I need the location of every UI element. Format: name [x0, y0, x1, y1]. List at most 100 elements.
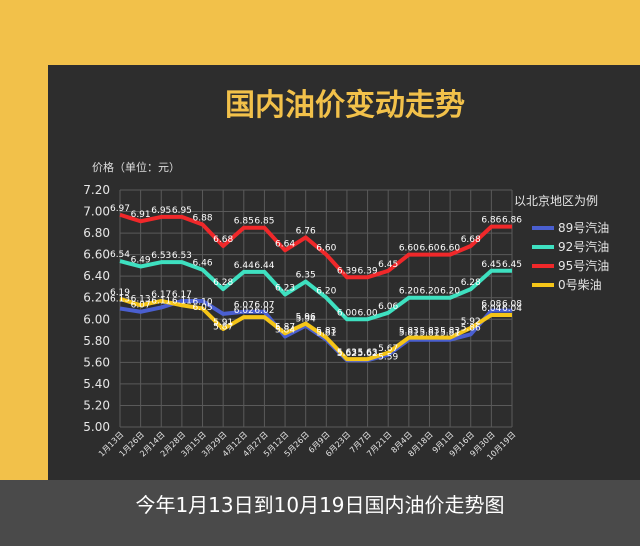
data-label: 6.76	[296, 226, 316, 236]
data-label: 6.07	[254, 301, 274, 311]
data-labels: 6.976.91 6.95 6.956.886.686.85 6.856.646.76…	[110, 204, 522, 363]
series-lines	[119, 212, 512, 363]
data-label: 6.20	[399, 287, 419, 297]
legend-label: 0号柴油	[558, 278, 602, 292]
chart-title: 国内油价变动走势	[225, 88, 465, 123]
data-label: 6.86	[481, 216, 501, 226]
legend-label: 89号汽油	[558, 220, 609, 235]
gridlines	[119, 189, 513, 428]
data-label: 6.00	[358, 308, 378, 318]
data-label: 5.62	[358, 349, 378, 359]
x-ticks: 1月13日1月26日2月14日2月28日3月15日3月29日4月12日4月27日…	[97, 430, 517, 462]
data-label: 5.81	[316, 329, 336, 339]
oil-price-chart: 国内油价变动走势 价格（单位：元） 7.207.006.806.606.406.…	[83, 88, 609, 462]
data-label: 5.62	[337, 349, 357, 359]
data-label: 6.08	[481, 300, 501, 310]
y-tick-label: 5.20	[83, 398, 110, 412]
legend-title: 以北京地区为例	[514, 194, 598, 208]
data-label: 6.39	[358, 266, 378, 276]
data-label: 6.45	[481, 260, 501, 270]
data-label: 5.94	[296, 315, 316, 325]
data-label: 6.54	[110, 250, 130, 260]
data-label: 5.81	[440, 329, 460, 339]
data-label: 5.83	[440, 327, 460, 337]
data-label: 5.63	[337, 348, 357, 358]
data-label: 6.60	[316, 244, 336, 254]
data-label: 5.67	[378, 344, 398, 354]
y-tick-label: 6.80	[83, 226, 110, 240]
data-label: 6.10	[193, 298, 213, 308]
data-label: 6.86	[502, 216, 522, 226]
data-label: 6.07	[131, 301, 151, 311]
data-label: 5.83	[399, 327, 419, 337]
data-label: 6.11	[172, 296, 192, 306]
y-tick-label: 6.00	[83, 312, 110, 326]
data-label: 6.60	[440, 244, 460, 254]
data-label: 5.81	[399, 329, 419, 339]
data-label: 6.53	[172, 251, 192, 261]
data-label: 6.91	[131, 210, 151, 220]
y-tick-label: 6.40	[83, 269, 110, 283]
data-label: 6.17	[172, 290, 192, 300]
data-label: 6.04	[481, 304, 501, 314]
data-label: 6.02	[234, 306, 254, 316]
y-tick-label: 7.20	[83, 183, 110, 197]
data-label: 6.06	[378, 302, 398, 312]
data-label: 6.35	[296, 271, 316, 281]
data-label: 6.60	[399, 244, 419, 254]
y-tick-label: 5.00	[83, 420, 110, 434]
data-label: 6.20	[419, 287, 439, 297]
data-label: 5.96	[296, 313, 316, 323]
data-label: 6.07	[234, 301, 254, 311]
data-label: 6.28	[213, 278, 233, 288]
data-label: 5.87	[275, 322, 295, 332]
data-label: 6.28	[461, 278, 481, 288]
data-label: 5.92	[461, 317, 481, 327]
legend-label: 92号汽油	[558, 239, 609, 254]
y-tick-label: 6.20	[83, 291, 110, 305]
data-label: 5.83	[316, 327, 336, 337]
figure-caption: 今年1月13日到10月19日国内油价走势图	[135, 493, 505, 517]
y-ticks: 7.20 7.00 6.80 6.60 6.40 6.20 6.00 5.80 5.60 5.40…	[83, 183, 110, 434]
data-label: 6.95	[151, 206, 171, 216]
series-line	[119, 296, 512, 362]
data-label: 6.02	[254, 306, 274, 316]
data-label: 6.20	[316, 287, 336, 297]
data-label: 6.68	[213, 235, 233, 245]
data-label: 6.53	[151, 251, 171, 261]
data-label: 6.68	[461, 235, 481, 245]
data-label: 6.49	[131, 255, 151, 265]
legend: 89号汽油 92号汽油 95号汽油 0号柴油	[532, 220, 609, 292]
data-label: 6.45	[502, 260, 522, 270]
data-label: 6.95	[172, 206, 192, 216]
data-label: 6.85	[234, 217, 254, 227]
data-label: 5.81	[419, 329, 439, 339]
data-label: 6.46	[193, 259, 213, 269]
data-label: 5.86	[461, 323, 481, 333]
data-label: 6.00	[337, 308, 357, 318]
data-label: 6.97	[110, 204, 130, 214]
data-label: 6.39	[337, 266, 357, 276]
y-tick-label: 5.60	[83, 355, 110, 369]
data-label: 5.83	[419, 327, 439, 337]
y-tick-label: 5.80	[83, 334, 110, 348]
data-label: 5.59	[378, 352, 398, 362]
data-label: 6.04	[502, 304, 522, 314]
y-axis-label: 价格（单位：元）	[92, 160, 180, 174]
data-label: 5.63	[358, 348, 378, 358]
data-label: 6.05	[193, 303, 213, 313]
data-label: 6.60	[419, 244, 439, 254]
data-label: 6.08	[502, 300, 522, 310]
data-label: 6.88	[193, 213, 213, 223]
data-label: 5.91	[213, 318, 233, 328]
series-line	[119, 212, 512, 280]
data-label: 6.13	[110, 294, 130, 304]
data-label: 6.19	[110, 288, 130, 298]
data-label: 6.11	[151, 296, 171, 306]
data-label: 5.84	[275, 326, 295, 336]
y-tick-label: 7.00	[83, 205, 110, 219]
data-label: 6.85	[254, 217, 274, 227]
data-label: 6.64	[275, 239, 295, 249]
series-line	[119, 259, 512, 322]
data-label: 6.20	[440, 287, 460, 297]
